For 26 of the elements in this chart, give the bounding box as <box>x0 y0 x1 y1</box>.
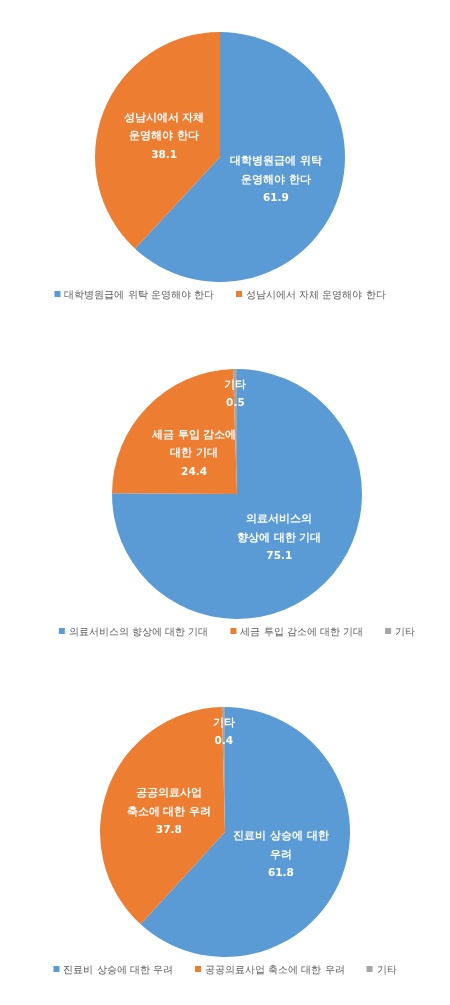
legend-label: 공공의료사업 축소에 대한 우려 <box>205 963 345 975</box>
slice-label: 기타 <box>224 377 247 390</box>
slice-label: 기타 <box>212 715 235 728</box>
data-label: 37.8 <box>155 823 182 836</box>
data-label: 38.1 <box>151 147 178 160</box>
data-label: 61.9 <box>262 191 289 204</box>
data-label: 0.4 <box>214 734 234 747</box>
legend-label: 진료비 상승에 대한 우려 <box>63 963 173 975</box>
slice-label: 공공의료사업 축소에 대한 우려 <box>126 786 211 817</box>
slice-label: 의료서비스의 향상에 대한 기대 <box>237 512 322 543</box>
pie-slice <box>112 369 362 619</box>
slice-label: 세금 투입 감소에 대한 기대 <box>150 427 237 459</box>
data-label: 0.5 <box>226 396 245 409</box>
legend-label: 기타 <box>395 625 416 637</box>
pie-slice <box>95 32 220 249</box>
data-label: 75.1 <box>266 549 293 562</box>
slice-label: 진료비 상승에 대한 우려 <box>233 829 329 860</box>
legend-label: 기타 <box>376 963 397 975</box>
legend-label: 의료서비스의 향상에 대한 기대 <box>68 625 209 637</box>
data-label: 61.8 <box>267 866 294 879</box>
slice-label: 성남시에서 자체 운영해야 한다 <box>123 110 205 142</box>
slice-label: 대학병원급에 위탁 운영해야 한다 <box>230 154 322 185</box>
legend-label: 대학병원급에 위탁 운영해야 한다 <box>64 288 214 300</box>
legend-label: 성남시에서 자체 운영해야 한다 <box>246 288 386 300</box>
data-label: 24.4 <box>181 464 207 477</box>
legend-label: 세금 투입 감소에 대한 기대 <box>240 625 364 637</box>
